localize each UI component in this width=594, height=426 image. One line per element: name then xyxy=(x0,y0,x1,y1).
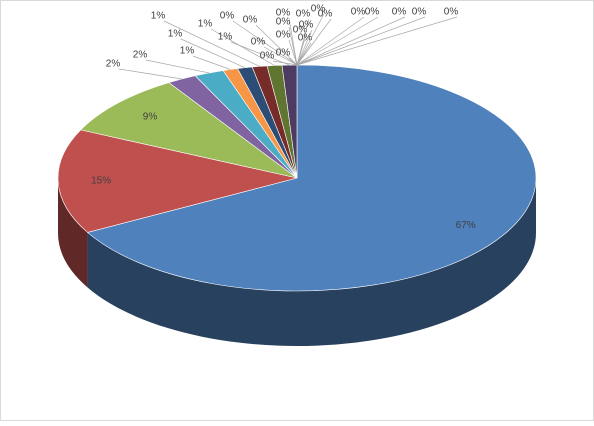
data-label: 0% xyxy=(220,11,235,22)
data-label: 1% xyxy=(218,32,233,43)
data-label: 0% xyxy=(276,8,291,19)
data-label: 0% xyxy=(243,15,258,26)
leader-line xyxy=(180,38,246,69)
data-label: 0% xyxy=(276,17,291,28)
data-label: 0% xyxy=(298,33,313,44)
leader-line xyxy=(145,59,210,74)
leader-line xyxy=(232,20,298,66)
data-label: 0% xyxy=(293,25,308,36)
leader-line xyxy=(230,41,290,66)
leader-line xyxy=(255,24,298,66)
data-label: 1% xyxy=(198,19,213,30)
data-label: 1% xyxy=(168,29,183,40)
leader-line xyxy=(296,18,310,66)
data-label: 0% xyxy=(251,37,266,48)
data-label: 0% xyxy=(260,51,275,62)
leader-line xyxy=(296,16,365,66)
data-label: 15% xyxy=(91,176,111,187)
leader-line xyxy=(288,57,298,66)
slice xyxy=(57,129,298,233)
leader-line xyxy=(296,29,313,66)
leader-line xyxy=(288,39,298,66)
data-label: 0% xyxy=(299,20,314,31)
leader-line xyxy=(296,13,325,66)
data-label: 9% xyxy=(143,111,158,122)
data-label: 0% xyxy=(351,7,366,18)
data-label: 0% xyxy=(296,9,311,20)
data-label: 0% xyxy=(444,7,459,18)
leader-line xyxy=(263,46,298,66)
leader-line xyxy=(163,20,260,67)
leader-line xyxy=(118,68,182,80)
data-label: 0% xyxy=(365,7,380,18)
data-label: 0% xyxy=(392,7,407,18)
slice xyxy=(86,64,537,292)
data-label: 0% xyxy=(276,30,291,41)
data-label: 0% xyxy=(276,48,291,59)
data-label: 2% xyxy=(133,50,148,61)
leader-line xyxy=(296,16,426,66)
slice-side xyxy=(58,178,88,288)
leader-line xyxy=(272,60,298,66)
leader-line xyxy=(192,55,231,70)
leader-line xyxy=(296,18,332,66)
leader-line xyxy=(288,26,298,66)
data-label: 0% xyxy=(318,9,333,20)
slice xyxy=(80,82,298,179)
data-label: 2% xyxy=(106,59,121,70)
slice-side xyxy=(87,178,536,346)
leader-line xyxy=(296,16,379,66)
leader-line xyxy=(296,16,406,66)
data-label: 1% xyxy=(180,46,195,57)
data-label: 0% xyxy=(311,4,326,15)
data-label: 1% xyxy=(151,11,166,22)
leader-line xyxy=(296,16,458,66)
data-label: 0% xyxy=(412,7,427,18)
leader-line xyxy=(210,28,275,66)
data-label: 67% xyxy=(456,220,476,231)
